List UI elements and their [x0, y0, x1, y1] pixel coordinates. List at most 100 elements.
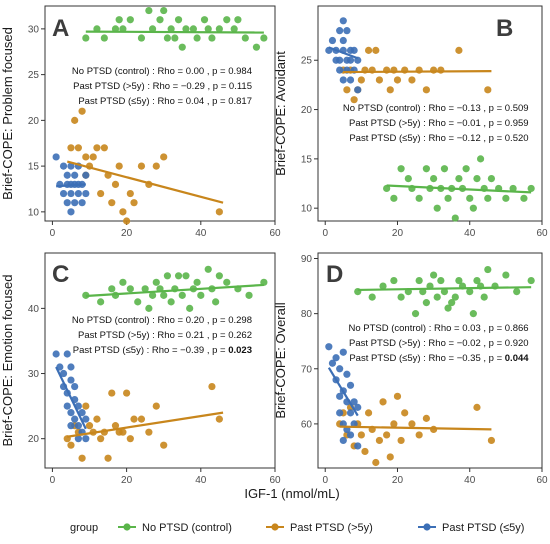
data-point	[167, 298, 175, 306]
data-point	[364, 409, 373, 417]
y-axis-label: Brief-COPE: Emotion focused	[0, 275, 15, 447]
data-point	[171, 34, 179, 42]
y-tick-label: 25	[301, 56, 313, 67]
data-point	[134, 298, 142, 306]
data-point	[115, 16, 123, 24]
data-point	[74, 189, 82, 198]
data-point	[466, 194, 474, 202]
data-point	[145, 304, 153, 312]
x-tick-label: 40	[464, 475, 476, 486]
data-point	[397, 293, 405, 301]
y-tick-label: 90	[301, 254, 313, 265]
data-point	[67, 376, 75, 384]
data-point	[126, 435, 134, 443]
data-point	[223, 278, 231, 286]
stat-annotation: Past PTSD (>5y) : Rho = −0.01 , p = 0.95…	[349, 118, 529, 129]
data-point	[473, 403, 481, 411]
y-tick-label: 15	[301, 154, 313, 165]
data-point	[361, 447, 369, 456]
data-point	[82, 34, 90, 42]
data-point	[67, 162, 75, 170]
data-point	[78, 409, 86, 417]
data-point	[422, 86, 430, 94]
data-point	[336, 27, 344, 35]
data-point	[52, 350, 60, 358]
x-tick-label: 60	[536, 475, 548, 486]
data-point	[440, 165, 449, 173]
data-point	[357, 431, 365, 439]
data-point	[182, 272, 190, 280]
data-point	[350, 46, 358, 54]
data-point	[375, 436, 384, 445]
x-tick-label: 0	[50, 475, 56, 486]
fit-line	[327, 367, 359, 417]
data-point	[415, 276, 423, 285]
panel-label: D	[326, 261, 343, 288]
panel-label: A	[52, 15, 69, 42]
fit-line	[339, 425, 492, 431]
data-point	[178, 43, 186, 51]
data-point	[411, 310, 420, 318]
data-point	[455, 46, 463, 54]
data-point	[372, 458, 380, 467]
y-tick-label: 60	[301, 419, 313, 430]
data-point	[484, 86, 492, 94]
data-point	[346, 409, 355, 417]
data-point	[430, 271, 438, 279]
data-point	[422, 165, 430, 173]
data-point	[480, 293, 488, 301]
data-point	[82, 153, 90, 161]
data-point	[260, 34, 268, 42]
x-tick-label: 0	[50, 228, 56, 239]
panel-d: 0 20 40 60 60 70 80 90 Brief-COPE: Overall No PTS…	[273, 252, 548, 486]
data-point	[476, 155, 485, 163]
stat-annotation: No PTSD (control) : Rho = 0.20 , p = 0.2…	[72, 315, 252, 326]
data-point	[126, 285, 134, 293]
panel-b: 0 20 40 60 10 15 20 25 Brief-COPE: Avoidant No PT…	[273, 5, 548, 239]
data-point	[444, 194, 452, 202]
panel-c: 0 20 40 60 20 30 40 Brief-COPE: Emotion focused…	[0, 252, 281, 486]
data-point	[67, 208, 75, 216]
data-point	[85, 422, 94, 430]
data-point	[513, 287, 521, 296]
data-point	[71, 415, 79, 423]
x-tick-label: 0	[322, 475, 328, 486]
data-point	[415, 194, 423, 202]
data-point	[245, 291, 253, 299]
fit-line	[343, 69, 492, 74]
data-point	[386, 453, 394, 461]
data-point	[167, 25, 175, 33]
data-point	[145, 6, 153, 15]
data-point	[364, 46, 373, 54]
data-point	[440, 287, 449, 296]
data-point	[141, 285, 149, 293]
data-point	[462, 165, 470, 173]
data-point	[332, 354, 340, 362]
data-point	[343, 86, 351, 94]
data-point	[386, 86, 394, 94]
data-point	[126, 16, 134, 24]
panel-label: C	[52, 261, 69, 288]
x-axis-label: IGF-1 (nmol/mL)	[244, 486, 339, 501]
legend-entry: Past PTSD (>5y)	[266, 522, 373, 534]
data-point	[430, 174, 438, 183]
legend: group No PTSD (control) Past PTSD (>5y) Pas…	[70, 522, 524, 534]
y-tick-label: 70	[301, 364, 313, 375]
data-point	[379, 282, 387, 290]
data-point	[484, 265, 492, 274]
data-point	[433, 293, 441, 301]
data-point	[336, 66, 344, 74]
stat-annotation: No PTSD (control) : Rho = 0.00 , p = 0.9…	[72, 66, 252, 77]
data-point	[208, 382, 216, 391]
data-point	[93, 415, 101, 423]
y-tick-label: 40	[28, 304, 40, 315]
data-point	[433, 204, 441, 212]
fit-line	[85, 30, 264, 34]
data-point	[502, 271, 510, 279]
data-point	[343, 370, 351, 378]
legend-entry: No PTSD (control)	[118, 522, 232, 534]
data-point	[148, 291, 157, 299]
data-point	[74, 435, 82, 443]
data-point	[336, 409, 344, 417]
data-point	[390, 420, 398, 428]
